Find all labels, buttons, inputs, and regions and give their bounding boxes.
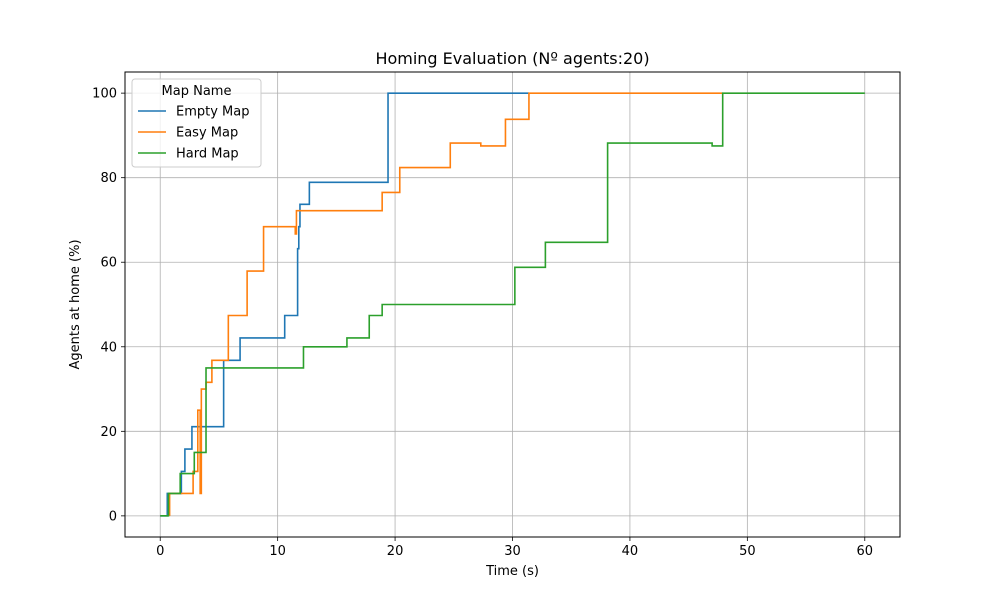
x-tick-label: 30	[504, 544, 521, 559]
legend-label: Hard Map	[176, 147, 239, 162]
x-tick-label: 50	[739, 544, 756, 559]
y-tick-label: 100	[92, 87, 117, 102]
x-axis-label: Time (s)	[485, 564, 539, 579]
legend-label: Empty Map	[176, 105, 250, 120]
legend-label: Easy Map	[176, 126, 238, 141]
y-tick-label: 20	[100, 425, 117, 440]
y-axis-label: Agents at home (%)	[68, 239, 83, 369]
legend: Map Name Empty Map Easy Map Hard Map	[131, 78, 262, 168]
x-tick-label: 40	[622, 544, 639, 559]
x-tick-label: 0	[156, 544, 164, 559]
series-line-hard-map	[160, 92, 865, 517]
y-tick-label: 0	[109, 509, 117, 524]
x-tick-label: 20	[387, 544, 404, 559]
x-tick-label: 60	[856, 544, 873, 559]
y-tick-label: 60	[100, 256, 117, 271]
legend-box	[131, 78, 262, 168]
series-line-empty-map	[160, 92, 529, 517]
ticks: 0 10 20 30 40 50 60 0 20 40 60 80 100	[92, 87, 873, 559]
series-line-easy-map	[168, 92, 723, 516]
chart-title: Homing Evaluation (Nº agents:20)	[375, 49, 649, 68]
y-tick-label: 40	[100, 340, 117, 355]
x-tick-label: 10	[269, 544, 286, 559]
series-lines	[160, 92, 865, 517]
legend-title: Map Name	[162, 84, 232, 99]
y-tick-label: 80	[100, 171, 117, 186]
